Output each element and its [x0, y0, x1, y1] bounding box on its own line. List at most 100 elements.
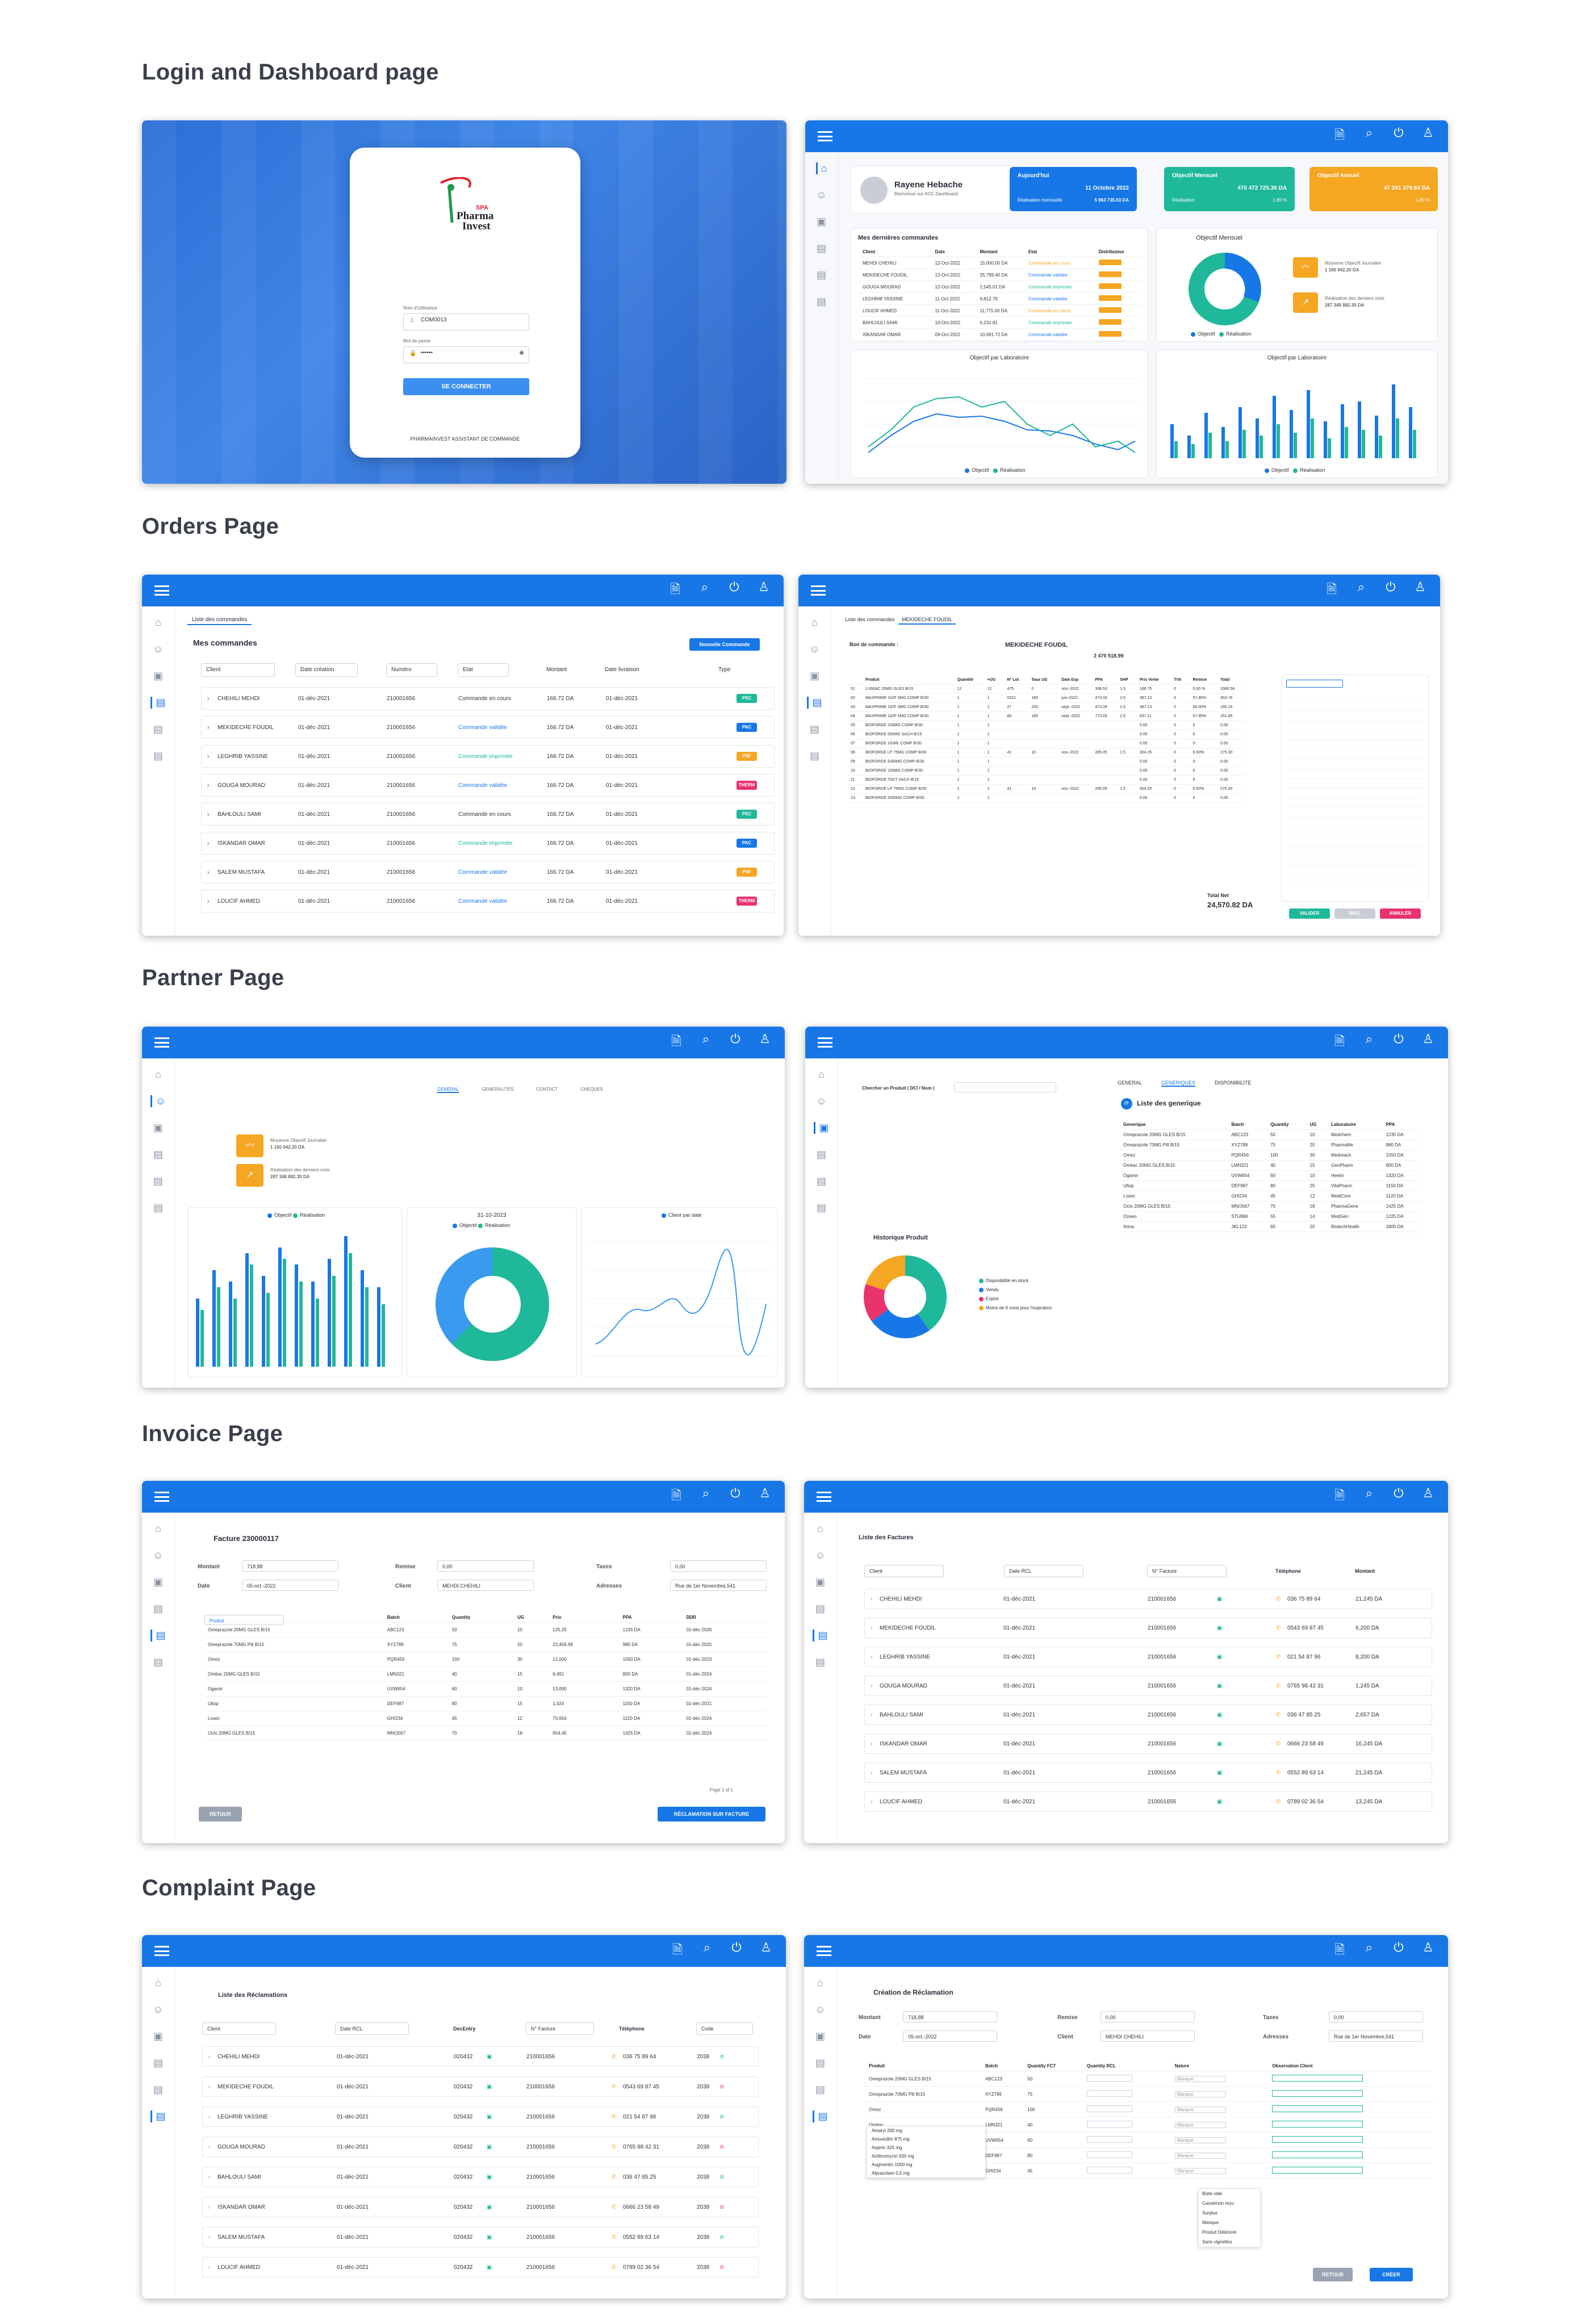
table-row[interactable]: 04 MAXPRIME 1G/F 5MG COMP B/30 1 1 80 180 sept…: [847, 712, 1245, 721]
table-row[interactable]: 12 BIOFORGE LP 75MG COMP B/30 1 1 41 10 nov.-2…: [847, 785, 1245, 794]
date-filter[interactable]: Date RCL: [1004, 1565, 1083, 1577]
nature-select[interactable]: Manque: [1174, 2152, 1226, 2159]
power-icon[interactable]: ⏻: [1394, 1940, 1404, 1954]
new-order-button[interactable]: Nouvelle Commande: [689, 638, 760, 651]
power-icon[interactable]: ⏻: [1394, 1486, 1404, 1500]
invoice-row[interactable]: › BAHLOULI SAMI 01-déc-2021 210001656 ▣ ✆ 036 …: [864, 1705, 1432, 1725]
users-icon[interactable]: ☺: [816, 1095, 827, 1107]
invoice-row[interactable]: › CHEHILI MEHDI 01-déc-2021 210001656 ▣ ✆ 036 …: [864, 1589, 1432, 1609]
observation-input[interactable]: [1272, 2075, 1363, 2082]
table-row[interactable]: Omeprazole 20MG GLES B/15 ABC123 50 10 Medch…: [1120, 1130, 1421, 1140]
table-row[interactable]: Octo 20MG GLES B/15 MNO567 70 18 PharmaGene 1…: [1120, 1201, 1421, 1212]
box-icon[interactable]: ▣: [153, 1576, 163, 1588]
user-icon[interactable]: ♙: [1422, 1940, 1434, 1954]
dropdown-option[interactable]: Azithromycin 500 mg: [872, 2154, 914, 2159]
observation-input[interactable]: [1272, 2105, 1363, 2112]
observation-input[interactable]: [1272, 2121, 1363, 2128]
create-button[interactable]: CRÉER: [1370, 2268, 1413, 2281]
date-field[interactable]: 05-oct.-2022: [242, 1580, 338, 1591]
tab-orders-list[interactable]: Liste des commandes: [845, 617, 895, 622]
file-icon[interactable]: ▤: [816, 242, 826, 254]
users-icon[interactable]: ☺: [815, 1550, 826, 1561]
order-row[interactable]: › ISKANDAR OMAR 01-déc-2021 210001656 Comman…: [201, 832, 775, 855]
table-row[interactable]: 08 BIOFORGE LP 75MG COMP B/30 1 1 41 10 nov.-2…: [847, 748, 1245, 757]
file-icon[interactable]: ▤: [153, 723, 163, 735]
login-button[interactable]: SE CONNECTER: [403, 378, 529, 395]
invoice-row[interactable]: › MEKIDECHE FOUDIL 01-déc-2021 210001656 ▣ ✆ 0…: [864, 1618, 1432, 1638]
file-icon[interactable]: ▤: [807, 697, 822, 709]
dropdown-option[interactable]: Amaryl 200 mg: [872, 2128, 902, 2133]
power-icon[interactable]: ⏻: [730, 1032, 740, 1046]
user-icon[interactable]: ♙: [1415, 580, 1426, 594]
box-icon[interactable]: ▣: [815, 1576, 825, 1588]
power-icon[interactable]: ⏻: [1386, 580, 1396, 594]
client-field[interactable]: MEHDI CHEHILI: [437, 1580, 534, 1591]
address-field[interactable]: Rue de 1er Novembre,541: [1329, 2030, 1423, 2042]
tab-general[interactable]: GENERAL: [1118, 1080, 1143, 1086]
remise-field[interactable]: 0,00: [1101, 2011, 1195, 2022]
product-search-input[interactable]: [954, 1082, 1056, 1092]
power-icon[interactable]: ⏻: [730, 1486, 740, 1500]
complaint-row[interactable]: › LOUCIF AHMED 01-déc-2021 020432 ▣ 210001656…: [202, 2257, 759, 2277]
file-icon[interactable]: ▤: [815, 2057, 825, 2068]
document-icon[interactable]: 🗎: [670, 582, 680, 596]
users-icon[interactable]: ☺: [153, 2004, 164, 2015]
file-icon[interactable]: ▤: [816, 1149, 826, 1160]
back-button[interactable]: RETOUR: [199, 1807, 242, 1821]
remise-field[interactable]: 0,00: [437, 1560, 534, 1572]
table-row[interactable]: Ogamir UVW654 60 10 13,000 1320 DA 01-déc-2024: [204, 1682, 767, 1697]
home-icon[interactable]: ⌂: [155, 617, 161, 628]
complaint-row[interactable]: › MEKIDECHE FOUDIL 01-déc-2021 020432 ▣ 21000…: [202, 2076, 759, 2097]
table-row[interactable]: Omeprazole 20MG GLES B/15 ABC123 50 Manque: [865, 2071, 1433, 2087]
order-row[interactable]: › LOUCIF AHMED 01-déc-2021 210001656 Command…: [201, 890, 775, 912]
table-row[interactable]: Omez PQR456 100 Manque: [865, 2102, 1433, 2117]
file-icon[interactable]: ▤: [153, 1656, 163, 1668]
search-icon[interactable]: ⌕: [1365, 1486, 1373, 1500]
taxes-field[interactable]: 0,00: [1329, 2011, 1423, 2022]
null-button[interactable]: NULL: [1334, 908, 1375, 919]
password-input[interactable]: 🔒 •••••• ◉: [403, 346, 529, 363]
box-icon[interactable]: ▣: [153, 2030, 163, 2042]
number-filter[interactable]: Numéro: [386, 663, 437, 677]
complaint-row[interactable]: › CHEHILI MEHDI 01-déc-2021 020432 ▣ 21000165…: [202, 2046, 759, 2067]
home-icon[interactable]: ⌂: [155, 1069, 161, 1080]
table-row[interactable]: 01 LUMIAC 20MG GLES B/15 12 12 475 0 nov.-2022…: [847, 685, 1245, 694]
table-row[interactable]: 10 BIOFORGE 100MG COMP B/30 1 1 0.00 0 0 0.00: [847, 767, 1245, 776]
table-row[interactable]: 13 BIOFORGE S/80MG COMP B/30 1 1 0.00 0 0 0.00: [847, 794, 1245, 803]
tab-generics[interactable]: GENERIQUES: [1161, 1080, 1196, 1087]
file-icon[interactable]: ▤: [153, 2057, 163, 2068]
users-icon[interactable]: ☺: [153, 1550, 164, 1561]
invoice-number-filter[interactable]: N° Facture: [526, 2022, 594, 2035]
complaint-row[interactable]: › BAHLOULI SAMI 01-déc-2021 020432 ▣ 21000165…: [202, 2167, 759, 2187]
client-filter[interactable]: Client: [864, 1565, 944, 1577]
complaint-row[interactable]: › GOUGA MOURAD 01-déc-2021 020432 ▣ 210001656…: [202, 2137, 759, 2157]
product-search[interactable]: Produit: [204, 1615, 284, 1625]
box-icon[interactable]: ▣: [153, 1122, 163, 1133]
quantity-rcl-input[interactable]: [1086, 2105, 1132, 2112]
search-icon[interactable]: ⌕: [1365, 1940, 1373, 1954]
table-row[interactable]: Omeprazole 70MG Pill B/15 XYZ789 75 Manque: [865, 2087, 1433, 2102]
menu-icon[interactable]: [817, 1492, 831, 1502]
table-row[interactable]: LEGHRIB YASSINE 11-Oct-2022 6,812.76 Comman…: [859, 293, 1141, 305]
tab-contact[interactable]: CONTACT: [536, 1087, 558, 1092]
table-row[interactable]: Octo 20MG GLES B/15 MNO567 70 18 654.45 1425 …: [204, 1726, 767, 1741]
users-icon[interactable]: ☺: [809, 643, 820, 655]
power-icon[interactable]: ⏻: [1394, 1032, 1404, 1046]
table-row[interactable]: Omez PQR456 100 30 12,000 1050 DA 01-déc-2023: [204, 1652, 767, 1667]
table-row[interactable]: Omez PQR456 100 30 Medreach 1050 DA: [1120, 1150, 1421, 1161]
user-icon[interactable]: ♙: [760, 1940, 772, 1954]
file-icon[interactable]: ▤: [813, 1630, 828, 1642]
observation-input[interactable]: [1272, 2090, 1363, 2097]
menu-icon[interactable]: [818, 1037, 832, 1048]
nature-option[interactable]: Sans vignettes: [1202, 2239, 1232, 2245]
table-row[interactable]: Ogamir UVW654 60 10 Heelin 1320 DA: [1120, 1171, 1421, 1181]
cancel-button[interactable]: ANNULER: [1380, 908, 1421, 919]
quantity-rcl-input[interactable]: [1086, 2136, 1132, 2143]
menu-icon[interactable]: [154, 1946, 169, 1956]
dropdown-option[interactable]: Alprazolam 0.5 mg: [872, 2171, 910, 2176]
date-filter[interactable]: Date création: [295, 663, 358, 677]
nature-option[interactable]: Cassé/non reçu: [1202, 2201, 1235, 2206]
menu-icon[interactable]: [817, 1946, 831, 1956]
user-icon[interactable]: ♙: [1422, 125, 1434, 140]
home-icon[interactable]: ⌂: [811, 617, 818, 628]
